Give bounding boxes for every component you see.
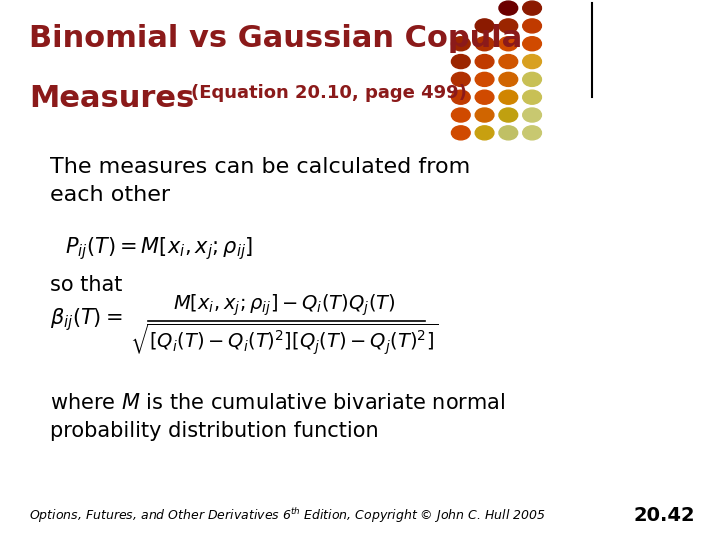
Circle shape — [475, 55, 494, 69]
Text: Measures: Measures — [29, 84, 194, 113]
Circle shape — [499, 55, 518, 69]
Circle shape — [523, 108, 541, 122]
Circle shape — [475, 126, 494, 140]
Text: Binomial vs Gaussian Copula: Binomial vs Gaussian Copula — [29, 24, 522, 53]
Circle shape — [523, 72, 541, 86]
Circle shape — [499, 72, 518, 86]
Circle shape — [523, 126, 541, 140]
Circle shape — [475, 72, 494, 86]
Circle shape — [523, 19, 541, 33]
Circle shape — [451, 126, 470, 140]
Circle shape — [523, 55, 541, 69]
Circle shape — [475, 19, 494, 33]
Circle shape — [451, 72, 470, 86]
Text: where $M$ is the cumulative bivariate normal
probability distribution function: where $M$ is the cumulative bivariate no… — [50, 393, 505, 441]
Text: Options, Futures, and Other Derivatives 6$^{th}$ Edition, Copyright © John C. Hu: Options, Futures, and Other Derivatives … — [29, 506, 545, 525]
Circle shape — [523, 1, 541, 15]
Text: $\sqrt{[Q_i(T) - Q_i(T)^2][Q_j(T) - Q_j(T)^2]}$: $\sqrt{[Q_i(T) - Q_i(T)^2][Q_j(T) - Q_j(… — [130, 321, 438, 356]
Text: (Equation 20.10, page 499): (Equation 20.10, page 499) — [191, 84, 467, 102]
Circle shape — [475, 37, 494, 51]
Circle shape — [475, 108, 494, 122]
Circle shape — [499, 90, 518, 104]
Text: $P_{ij}(T) = M[x_i, x_j;\rho_{ij}]$: $P_{ij}(T) = M[x_i, x_j;\rho_{ij}]$ — [65, 235, 253, 262]
Circle shape — [523, 90, 541, 104]
Circle shape — [451, 55, 470, 69]
Circle shape — [499, 19, 518, 33]
Text: $\beta_{ij}(T) =$: $\beta_{ij}(T) =$ — [50, 306, 123, 333]
Circle shape — [451, 108, 470, 122]
Circle shape — [499, 37, 518, 51]
Circle shape — [475, 90, 494, 104]
Circle shape — [451, 37, 470, 51]
Circle shape — [451, 90, 470, 104]
Text: so that: so that — [50, 275, 123, 295]
Circle shape — [499, 126, 518, 140]
Text: The measures can be calculated from
each other: The measures can be calculated from each… — [50, 157, 471, 205]
Circle shape — [523, 37, 541, 51]
Text: 20.42: 20.42 — [633, 506, 695, 525]
Text: $M[x_i, x_j;\rho_{ij}] - Q_i(T)Q_j(T)$: $M[x_i, x_j;\rho_{ij}] - Q_i(T)Q_j(T)$ — [173, 292, 396, 318]
Circle shape — [499, 108, 518, 122]
Circle shape — [499, 1, 518, 15]
